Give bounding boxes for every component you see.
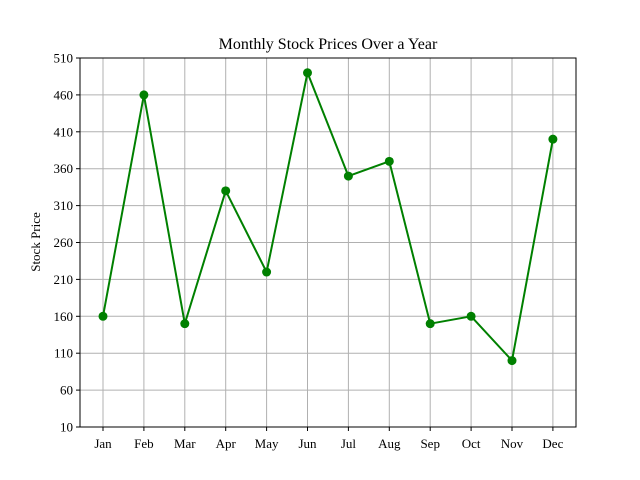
- x-tick-label: Apr: [216, 436, 237, 451]
- y-tick-label: 210: [54, 272, 74, 287]
- y-tick-label: 10: [60, 420, 73, 435]
- y-tick-label: 160: [54, 309, 74, 324]
- data-point: [466, 311, 476, 321]
- y-tick-label: 360: [54, 161, 74, 176]
- data-point: [139, 90, 149, 100]
- grid: [80, 57, 576, 428]
- y-tick-label: 110: [54, 346, 73, 361]
- y-tick-label: 260: [54, 235, 74, 250]
- series-line: [102, 71, 554, 362]
- chart-title: Monthly Stock Prices Over a Year: [219, 36, 438, 53]
- data-point: [98, 311, 108, 321]
- data-point: [343, 171, 353, 181]
- x-tick-label: Dec: [542, 436, 563, 451]
- x-tick-label: Oct: [462, 436, 481, 451]
- data-point: [548, 134, 558, 144]
- x-tick-label: Jul: [341, 436, 357, 451]
- data-point: [507, 356, 517, 366]
- x-tick-label: Feb: [134, 436, 154, 451]
- y-axis-ticks: 10 60 110 160 210 260 310 360 410 460 510: [54, 51, 80, 435]
- data-point: [425, 319, 435, 329]
- data-point: [384, 156, 394, 166]
- y-tick-label: 60: [60, 383, 73, 398]
- data-point: [180, 319, 190, 329]
- data-point: [303, 68, 312, 78]
- x-tick-label: Sep: [420, 436, 440, 451]
- series-layer: [98, 68, 558, 366]
- x-tick-label: May: [255, 436, 279, 451]
- x-tick-label: Jan: [94, 436, 112, 451]
- x-tick-label: Mar: [174, 436, 196, 451]
- y-tick-label: 310: [54, 198, 74, 213]
- y-tick-label: 410: [54, 124, 74, 139]
- x-tick-label: Nov: [501, 436, 524, 451]
- x-axis-ticks: Jan Feb Mar Apr May Jun Jul Aug Sep Oct Nov Dec: [94, 427, 564, 451]
- data-point: [262, 267, 272, 277]
- y-axis-label: Stock Price: [28, 212, 43, 272]
- y-tick-label: 510: [54, 51, 74, 66]
- x-tick-label: Aug: [378, 436, 401, 451]
- y-tick-label: 460: [54, 87, 74, 102]
- data-point: [221, 186, 231, 196]
- x-tick-label: Jun: [298, 436, 317, 451]
